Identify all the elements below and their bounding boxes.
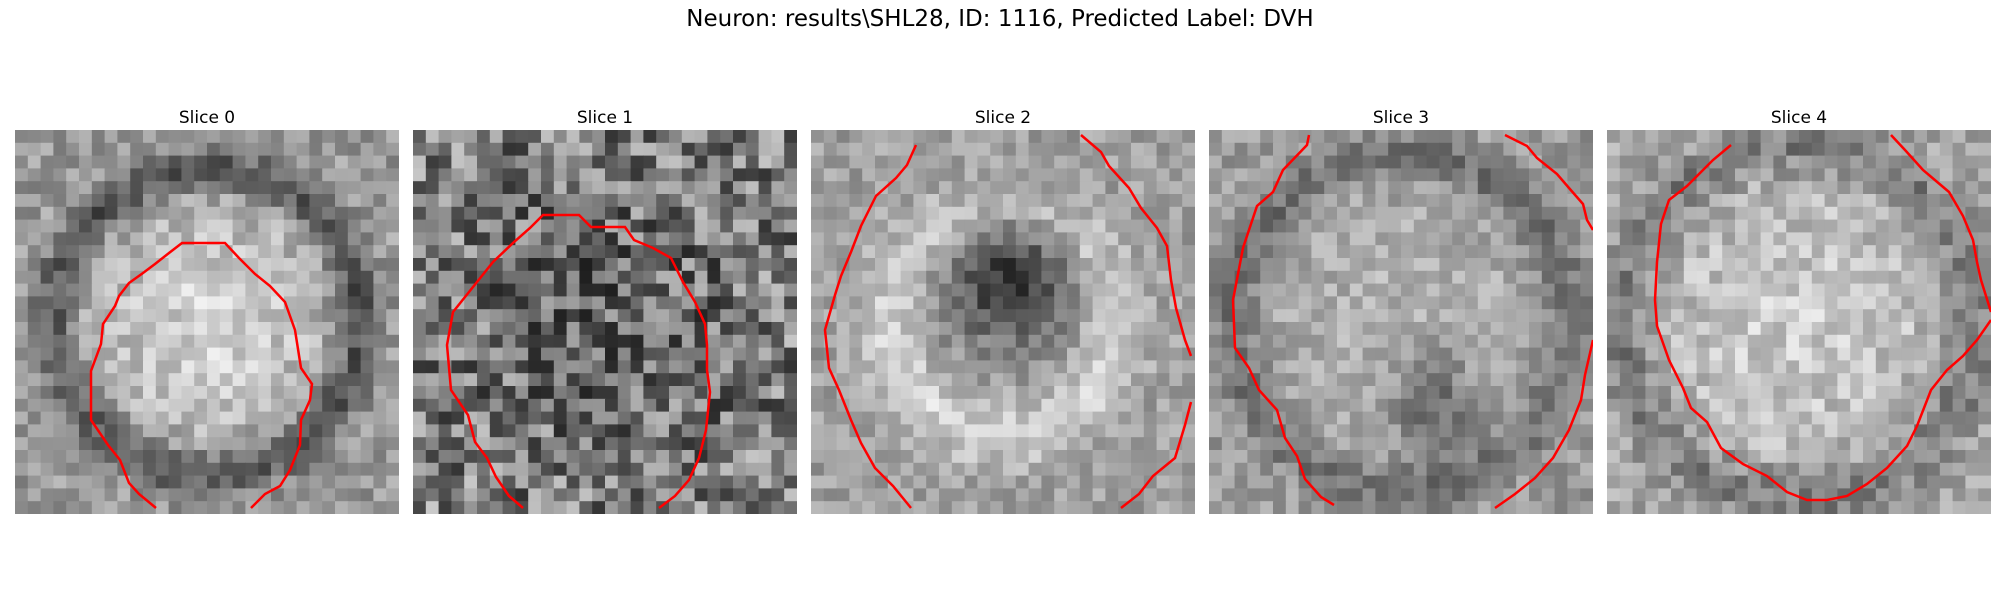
- slice-0-contour: [89, 241, 314, 509]
- slice-3-contour-upper-right: [1504, 133, 1593, 231]
- slice-1-title: Slice 1: [576, 108, 634, 128]
- slice-0-panel: Slice 0: [15, 108, 399, 514]
- slice-2-contour-lower-right: [1120, 401, 1193, 509]
- slice-2-image: [811, 130, 1195, 514]
- slice-2-contour: [823, 144, 918, 509]
- slice-3-title: Slice 3: [1372, 108, 1430, 128]
- slice-0-title: Slice 0: [178, 108, 236, 128]
- slice-0-image: [15, 130, 399, 514]
- slice-3-image: [1209, 130, 1593, 514]
- slice-2-contour-right: [1080, 134, 1193, 357]
- slice-1-contour: [445, 213, 712, 509]
- slice-4-title: Slice 4: [1770, 108, 1828, 128]
- slice-1-image: [413, 130, 797, 514]
- slice-2-panel: Slice 2: [811, 108, 1195, 514]
- slice-3-panel: Slice 3: [1209, 108, 1593, 514]
- slice-3-contour-left: [1231, 134, 1335, 507]
- slice-1-panel: Slice 1: [413, 108, 797, 514]
- figure-title: Neuron: results\SHL28, ID: 1116, Predict…: [686, 6, 1314, 32]
- slice-4-image: [1607, 130, 1991, 514]
- slice-4-contour-right: [1890, 134, 1991, 313]
- slice-4-panel: Slice 4: [1607, 108, 1991, 514]
- slice-2-title: Slice 2: [974, 108, 1032, 128]
- slice-3-contour-lower-right: [1494, 339, 1593, 510]
- slice-4-contour-left: [1653, 144, 1991, 502]
